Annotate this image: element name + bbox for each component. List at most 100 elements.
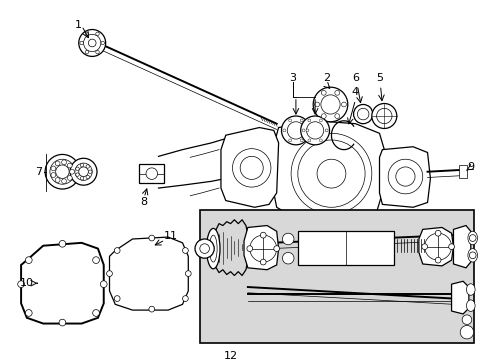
Circle shape (312, 87, 347, 122)
Polygon shape (418, 228, 452, 266)
Circle shape (307, 119, 310, 122)
Circle shape (316, 159, 345, 188)
Circle shape (51, 166, 56, 171)
Circle shape (59, 240, 66, 247)
Ellipse shape (467, 231, 477, 245)
Circle shape (85, 32, 88, 36)
Circle shape (283, 129, 285, 132)
Circle shape (300, 116, 329, 145)
Polygon shape (221, 127, 278, 207)
Circle shape (249, 235, 276, 262)
Circle shape (182, 296, 188, 301)
Circle shape (321, 114, 325, 118)
Ellipse shape (466, 300, 474, 311)
Circle shape (306, 122, 323, 139)
Circle shape (79, 30, 105, 57)
Circle shape (61, 179, 66, 184)
Circle shape (307, 139, 310, 142)
Ellipse shape (209, 235, 217, 262)
Circle shape (80, 41, 83, 45)
Circle shape (200, 244, 209, 253)
Circle shape (70, 158, 97, 185)
Circle shape (461, 315, 471, 324)
Text: 3: 3 (289, 73, 296, 82)
Circle shape (297, 140, 365, 207)
Circle shape (395, 167, 414, 186)
Circle shape (93, 257, 99, 264)
Circle shape (282, 233, 293, 245)
Polygon shape (452, 225, 470, 268)
Circle shape (325, 129, 327, 132)
Text: 12: 12 (223, 351, 237, 360)
Circle shape (59, 319, 66, 326)
Circle shape (88, 39, 96, 47)
Circle shape (75, 163, 92, 180)
Circle shape (76, 173, 79, 176)
Circle shape (25, 257, 32, 264)
Polygon shape (21, 243, 103, 324)
Text: 8: 8 (140, 198, 147, 207)
Text: 6: 6 (351, 73, 358, 82)
Polygon shape (109, 237, 188, 310)
Bar (297, 231, 393, 265)
Circle shape (246, 246, 252, 252)
Bar (139, 164, 164, 183)
Text: 4: 4 (351, 87, 358, 97)
Circle shape (106, 271, 112, 276)
Circle shape (25, 310, 32, 316)
Circle shape (18, 281, 24, 288)
Circle shape (85, 50, 88, 54)
Circle shape (357, 108, 368, 120)
Circle shape (273, 246, 279, 252)
Circle shape (320, 95, 340, 114)
Circle shape (148, 306, 154, 312)
Text: 2: 2 (323, 73, 329, 82)
Circle shape (387, 159, 422, 194)
Text: 7: 7 (35, 167, 42, 177)
Circle shape (319, 119, 322, 122)
Text: 9: 9 (466, 162, 473, 172)
Circle shape (83, 34, 101, 51)
Ellipse shape (466, 284, 474, 295)
Circle shape (371, 104, 396, 129)
Circle shape (79, 167, 88, 176)
Circle shape (341, 102, 346, 107)
Polygon shape (450, 281, 468, 314)
Circle shape (114, 248, 120, 253)
Circle shape (282, 252, 293, 264)
Circle shape (93, 310, 99, 316)
Circle shape (45, 154, 80, 189)
Circle shape (334, 114, 339, 118)
Ellipse shape (467, 249, 477, 262)
Circle shape (302, 129, 305, 132)
Circle shape (185, 271, 191, 276)
Circle shape (314, 102, 319, 107)
Circle shape (334, 90, 339, 95)
Circle shape (305, 129, 308, 132)
Polygon shape (273, 121, 384, 222)
Ellipse shape (206, 228, 220, 269)
Circle shape (86, 165, 89, 168)
Circle shape (421, 244, 427, 249)
Circle shape (55, 177, 60, 183)
Circle shape (114, 296, 120, 301)
Text: 1: 1 (75, 20, 82, 30)
Circle shape (182, 248, 188, 253)
Circle shape (286, 122, 304, 139)
Circle shape (148, 235, 154, 241)
Circle shape (288, 119, 291, 122)
Circle shape (61, 160, 66, 165)
Circle shape (88, 170, 92, 174)
Text: 10: 10 (20, 278, 34, 288)
Circle shape (96, 50, 99, 54)
Circle shape (80, 176, 83, 180)
Circle shape (434, 230, 440, 236)
Circle shape (55, 161, 60, 166)
Circle shape (260, 259, 265, 265)
Circle shape (376, 108, 391, 124)
Circle shape (240, 156, 263, 179)
Circle shape (353, 104, 372, 124)
Circle shape (300, 119, 303, 122)
Circle shape (448, 244, 453, 249)
Circle shape (260, 232, 265, 238)
